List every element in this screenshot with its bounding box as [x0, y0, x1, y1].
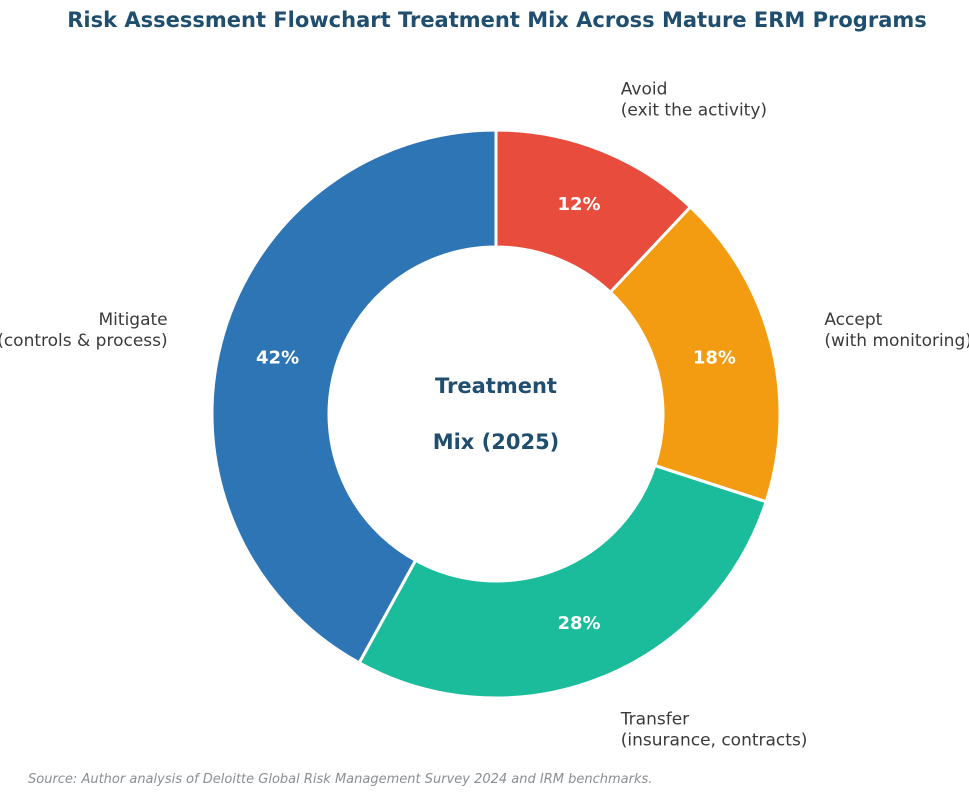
value-label-mitigate: 42%	[256, 347, 299, 368]
value-label-transfer: 28%	[557, 613, 600, 634]
slice-mitigate	[210, 128, 498, 665]
center-label: Treatment Mix (2025)	[433, 374, 560, 454]
source-note: Source: Author analysis of Deloitte Glob…	[28, 772, 653, 787]
category-label-mitigate: Mitigate (controls & process)	[0, 310, 168, 351]
value-label-avoid: 12%	[557, 194, 600, 215]
slice-transfer	[357, 464, 768, 700]
slice-accept	[608, 205, 782, 504]
slices-layer	[210, 128, 782, 700]
value-label-accept: 18%	[693, 347, 736, 368]
category-label-avoid: Avoid (exit the activity)	[621, 79, 767, 120]
category-label-accept: Accept (with monitoring)	[824, 310, 969, 351]
center-label-line: Treatment	[435, 374, 557, 398]
center-label-line: Mix (2025)	[433, 430, 560, 454]
labels-layer: 12% Avoid (exit the activity) 18% Accept (wit…	[0, 79, 969, 750]
chart-title: Risk Assessment Flowchart Treatment Mix …	[67, 8, 927, 32]
category-label-transfer: Transfer (insurance, contracts)	[620, 710, 808, 751]
